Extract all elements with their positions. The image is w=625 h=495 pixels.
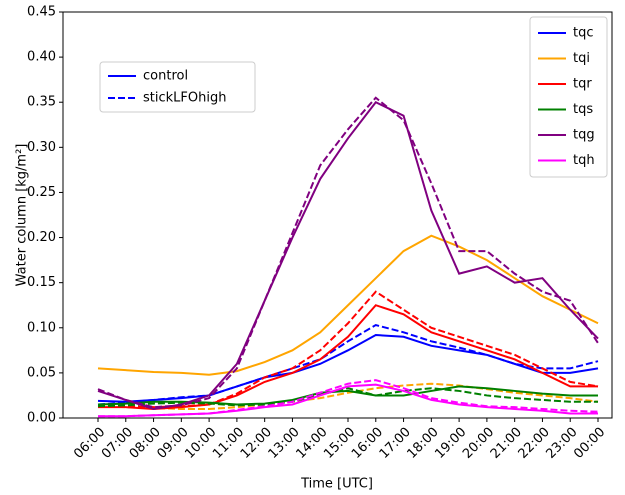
legend — [529, 16, 608, 178]
x-axis-label: Time [UTC] — [300, 477, 373, 492]
y-tick-label: 0.30 — [27, 140, 56, 155]
y-tick-label: 0.45 — [27, 5, 56, 20]
y-tick-label: 0.00 — [27, 411, 56, 426]
legend-label: tqh — [573, 153, 595, 168]
legend-label: tqs — [573, 102, 593, 117]
legend-label: tqr — [573, 77, 592, 92]
y-tick-label: 0.10 — [27, 320, 56, 335]
legend-label: tqc — [573, 26, 594, 41]
legend-label: stickLFOhigh — [143, 91, 226, 106]
y-tick-label: 0.15 — [27, 275, 56, 290]
y-axis-label: Water column [kg/m²] — [15, 144, 30, 287]
legend-label: tqg — [573, 128, 595, 143]
y-tick-label: 0.05 — [27, 365, 56, 380]
series-line — [97, 234, 599, 376]
series-line — [97, 387, 598, 408]
legend — [99, 61, 256, 113]
series-line — [98, 379, 599, 418]
series-line — [97, 96, 599, 409]
legend-label: tqi — [573, 51, 590, 66]
x-tick-label: 00:00 — [571, 425, 608, 462]
series-line — [97, 382, 599, 410]
y-tick-label: 0.40 — [27, 50, 56, 65]
legend-label: control — [143, 69, 188, 84]
y-tick-label: 0.20 — [27, 230, 56, 245]
series-line — [97, 323, 599, 406]
plot-frame — [62, 11, 613, 419]
y-tick-label: 0.35 — [27, 95, 56, 110]
y-tick-label: 0.25 — [27, 185, 56, 200]
series-line — [98, 383, 598, 418]
